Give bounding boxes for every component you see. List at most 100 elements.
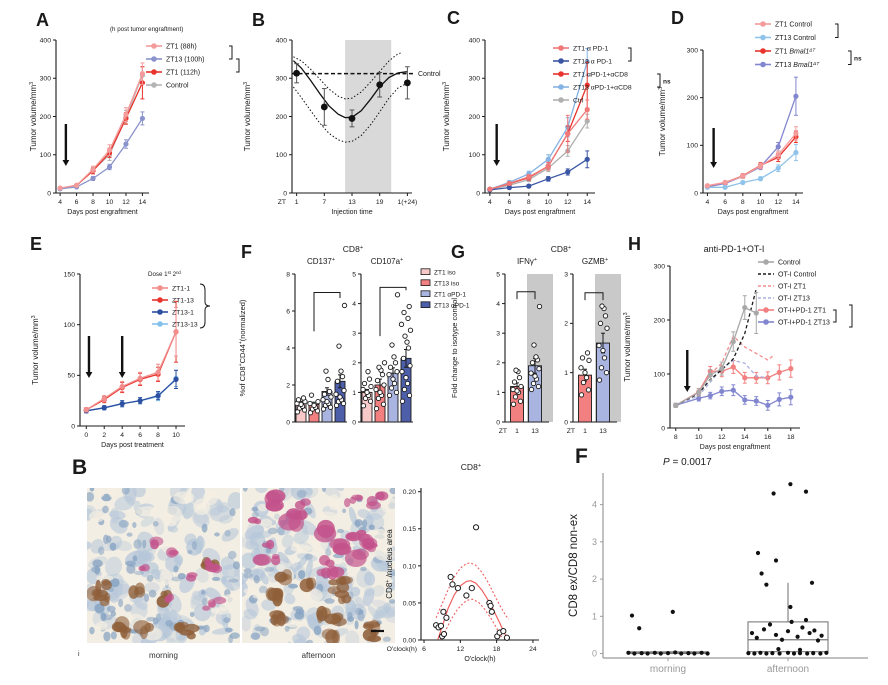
- panel-f2-chart: 0 1 2 3 4 CD8 ex/CD8 non-ex P = 0.0017 morning a…: [568, 457, 868, 675]
- svg-text:ZT13 αPD-1+αCD8: ZT13 αPD-1+αCD8: [573, 84, 632, 91]
- svg-text:0: 0: [84, 432, 88, 439]
- svg-text:ns: ns: [854, 56, 862, 63]
- svg-text:10: 10: [172, 432, 180, 439]
- svg-text:Days post engraftment: Days post engraftment: [718, 209, 788, 216]
- svg-text:14: 14: [741, 434, 749, 441]
- panel-e-chart: 0 50 100 150 0 2 4 6 8 10 Days post treatment Tumor…: [31, 270, 211, 449]
- svg-text:18: 18: [787, 434, 795, 441]
- svg-text:200: 200: [40, 114, 52, 121]
- panel-g-label: G: [451, 242, 466, 262]
- panel-d: D 0 100 200 300 4 6 8 10 12 14 Days post engraftme…: [655, 6, 888, 228]
- svg-text:2: 2: [564, 321, 568, 328]
- svg-text:4: 4: [706, 199, 710, 206]
- svg-text:1: 1: [515, 428, 519, 435]
- svg-text:12: 12: [122, 199, 130, 206]
- svg-text:4: 4: [488, 199, 492, 206]
- svg-text:2: 2: [352, 360, 356, 367]
- svg-text:0.20: 0.20: [403, 489, 416, 496]
- svg-text:4: 4: [58, 199, 62, 206]
- svg-text:Fold change to isotype control: Fold change to isotype control: [450, 298, 459, 398]
- panel-b: B 0 100 200 300 400 1 7 13 19 1(+24) ZT Injection t…: [240, 6, 445, 228]
- panel-b2-images: morning afternoon i: [78, 488, 395, 660]
- svg-text:100: 100: [469, 152, 481, 159]
- svg-text:0: 0: [286, 419, 290, 426]
- svg-text:100: 100: [64, 322, 76, 329]
- svg-text:0.05: 0.05: [403, 600, 416, 607]
- svg-text:4: 4: [352, 301, 356, 308]
- svg-text:1(+24): 1(+24): [397, 199, 417, 206]
- svg-text:ZT13-13: ZT13-13: [172, 321, 198, 328]
- svg-text:Ctrl: Ctrl: [573, 97, 584, 104]
- svg-text:CD8+: CD8+: [343, 244, 364, 254]
- svg-text:ZT13 αPD-1: ZT13 αPD-1: [434, 302, 470, 309]
- svg-text:Control: Control: [418, 71, 441, 78]
- svg-text:3: 3: [564, 271, 568, 278]
- svg-text:O'clock(h): O'clock(h): [387, 646, 417, 653]
- panel-e-label: E: [30, 234, 43, 254]
- svg-text:4: 4: [286, 345, 290, 352]
- svg-text:Control: Control: [166, 82, 189, 89]
- svg-text:ZT1 αPD-1: ZT1 αPD-1: [434, 291, 466, 298]
- svg-text:CD8 ex/CD8 non-ex: CD8 ex/CD8 non-ex: [568, 514, 580, 617]
- svg-text:ns: ns: [663, 78, 671, 85]
- svg-text:CD107a+: CD107a+: [371, 257, 404, 266]
- svg-text:ZT1 Control: ZT1 Control: [775, 21, 812, 28]
- panel-a-label: A: [36, 10, 49, 30]
- svg-text:Tumor volume/mm3: Tumor volume/mm3: [623, 312, 632, 381]
- svg-text:8: 8: [527, 199, 531, 206]
- svg-text:300: 300: [654, 263, 666, 270]
- svg-text:CD8+ /nucleus area: CD8+ /nucleus area: [385, 529, 394, 599]
- svg-text:CD8+: CD8+: [551, 244, 572, 254]
- svg-text:ZT1 Bmal1ΔT: ZT1 Bmal1ΔT: [775, 47, 816, 56]
- svg-text:4: 4: [120, 432, 124, 439]
- svg-text:100: 100: [687, 143, 699, 150]
- svg-text:5: 5: [352, 271, 356, 278]
- svg-text:1: 1: [583, 428, 587, 435]
- svg-text:16: 16: [764, 434, 772, 441]
- svg-text:ZT1 (88h): ZT1 (88h): [166, 43, 197, 50]
- svg-text:Tumor volume/mm3: Tumor volume/mm3: [31, 315, 40, 384]
- svg-text:5: 5: [496, 271, 500, 278]
- svg-text:18: 18: [493, 646, 501, 653]
- panel-c-chart: 0 100 200 300 400 4 6 8 10 12 14 Days post engraftm…: [442, 37, 671, 216]
- panel-d-chart: 0 100 200 300 4 6 8 10 12 14 Days post engraftment…: [658, 21, 862, 216]
- svg-text:13: 13: [348, 199, 356, 206]
- svg-text:0: 0: [564, 419, 568, 426]
- svg-text:0: 0: [661, 425, 665, 432]
- svg-text:(h post tumor engraftment): (h post tumor engraftment): [110, 26, 183, 33]
- svg-text:ZT1-13: ZT1-13: [172, 297, 194, 304]
- svg-text:IFNγ+: IFNγ+: [517, 257, 537, 266]
- panel-f-chart: CD8+ %of CD8+CD44+(normalized) 0 2 4 6 8 CD137+…: [238, 244, 470, 426]
- panel-a: A 0 100 200 300 400 4 6 8 10 12 14 Days post engraf…: [26, 6, 276, 228]
- svg-text:3: 3: [496, 331, 500, 338]
- svg-text:ZT13 Bmal1ΔT: ZT13 Bmal1ΔT: [775, 60, 820, 69]
- ihc-image-afternoon: [242, 488, 395, 643]
- svg-text:OT-I Control: OT-I Control: [778, 271, 817, 278]
- svg-text:12: 12: [718, 434, 726, 441]
- svg-text:0: 0: [476, 190, 480, 197]
- svg-text:14: 14: [139, 199, 147, 206]
- ihc-image-morning: [87, 488, 240, 643]
- svg-text:2: 2: [102, 432, 106, 439]
- svg-text:6: 6: [723, 199, 727, 206]
- panel-b-chart: 0 100 200 300 400 1 7 13 19 1(+24) ZT Injection tim…: [243, 37, 441, 216]
- svg-text:10: 10: [544, 199, 552, 206]
- panel-c-label: C: [447, 8, 460, 28]
- svg-text:Tumor volume/mm3: Tumor volume/mm3: [243, 82, 252, 151]
- svg-text:Control: Control: [778, 259, 801, 266]
- svg-text:0.00: 0.00: [403, 637, 416, 644]
- panel-b2-scatter: 0.00 0.05 0.10 0.15 0.20 6 12 18 24 O'clock(h) CD8…: [383, 450, 563, 683]
- svg-text:8: 8: [286, 271, 290, 278]
- svg-text:1: 1: [352, 390, 356, 397]
- svg-text:0.15: 0.15: [403, 526, 416, 533]
- svg-text:10: 10: [106, 199, 114, 206]
- svg-text:100: 100: [40, 152, 52, 159]
- svg-text:ZT1 α PD-1: ZT1 α PD-1: [573, 45, 608, 52]
- svg-text:Days post engraftment: Days post engraftment: [505, 209, 575, 216]
- svg-text:CD8+: CD8+: [461, 462, 482, 472]
- svg-text:afternoon: afternoon: [767, 664, 809, 675]
- svg-text:200: 200: [687, 95, 699, 102]
- svg-text:2: 2: [496, 360, 500, 367]
- svg-text:0: 0: [71, 423, 75, 430]
